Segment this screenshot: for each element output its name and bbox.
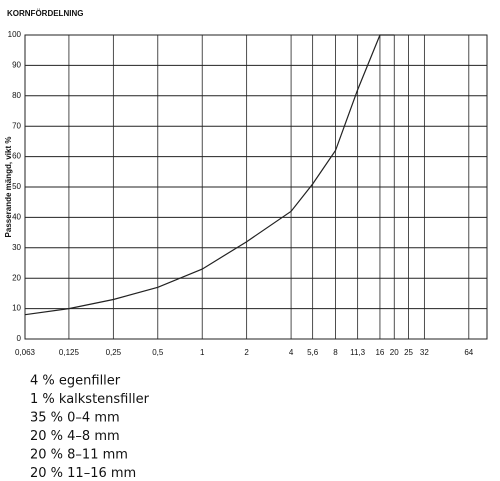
note: 20 % 4–8 mm [30, 429, 120, 444]
x-tick-label: 20 [390, 348, 399, 357]
y-tick-label: 40 [12, 213, 21, 222]
y-tick-label: 20 [12, 273, 21, 282]
note: 1 % kalkstensfiller [30, 392, 150, 407]
x-tick-label: 4 [289, 348, 294, 357]
y-tick-label: 90 [12, 61, 21, 70]
y-tick-label: 60 [12, 152, 21, 161]
x-tick-label: 0,25 [106, 348, 122, 357]
x-tick-label: 0,125 [59, 348, 80, 357]
x-tick-label: 2 [244, 348, 249, 357]
x-tick-label: 16 [375, 348, 384, 357]
x-tick-label: 1 [200, 348, 205, 357]
x-tick-label: 32 [420, 348, 429, 357]
x-tick-label: 0,5 [152, 348, 164, 357]
x-tick-label: 25 [404, 348, 413, 357]
y-tick-label: 50 [12, 182, 21, 191]
chart-title: KORNFÖRDELNING [7, 9, 83, 18]
y-tick-label: 10 [12, 304, 21, 313]
x-tick-label: 8 [333, 348, 338, 357]
x-tick-label: 0,063 [15, 348, 36, 357]
y-axis-label: Passerande mängd, vikt % [4, 137, 13, 238]
x-tick-label: 64 [464, 348, 473, 357]
y-tick-label: 0 [17, 334, 22, 343]
curve [24, 34, 395, 316]
y-tick-label: 100 [8, 30, 22, 39]
note: 4 % egenfiller [30, 374, 121, 389]
note: 20 % 8–11 mm [30, 448, 128, 463]
x-tick-label: 11,3 [350, 348, 366, 357]
y-tick-label: 30 [12, 243, 21, 252]
x-tick-label: 5,6 [307, 348, 319, 357]
y-tick-label: 80 [12, 91, 21, 100]
y-tick-label: 70 [12, 121, 21, 130]
note: 20 % 11–16 mm [30, 466, 136, 481]
note: 35 % 0–4 mm [30, 411, 120, 426]
